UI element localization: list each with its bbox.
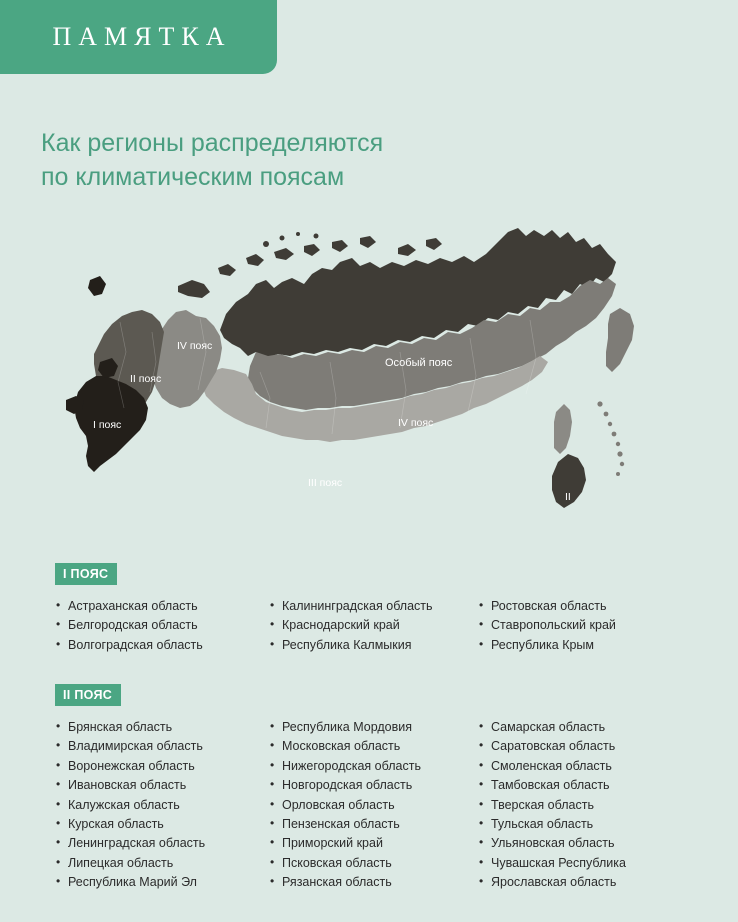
zone-2-column-3: Самарская область Саратовская область См… xyxy=(478,717,626,893)
list-item: Краснодарский край xyxy=(269,615,478,635)
list-item: Нижегородская область xyxy=(269,756,478,776)
zone-1-columns: Астраханская область Белгородская област… xyxy=(55,596,715,655)
map-region-zone2-neck xyxy=(98,358,118,378)
map-region-sakhalin xyxy=(554,404,572,454)
map-region-kamchatka xyxy=(606,308,634,372)
list-item: Псковская область xyxy=(269,853,478,873)
map-internal-borders xyxy=(117,317,537,435)
map-label-zone-3: III пояс xyxy=(308,477,342,489)
list-item: Новгородская область xyxy=(269,775,478,795)
list-item: Республика Марий Эл xyxy=(55,872,269,892)
zone-1-column-1: Астраханская область Белгородская област… xyxy=(55,596,269,655)
list-item: Воронежская область xyxy=(55,756,269,776)
list-item: Тверская область xyxy=(478,795,626,815)
zone-2-column-2: Республика Мордовия Московская область Н… xyxy=(269,717,478,893)
map-label-zone-2: II пояс xyxy=(130,373,161,385)
list-item: Чувашская Республика xyxy=(478,853,626,873)
list-item: Тамбовская область xyxy=(478,775,626,795)
list-item: Орловская область xyxy=(269,795,478,815)
map-region-zone1 xyxy=(74,376,148,472)
list-item: Белгородская область xyxy=(55,615,269,635)
list-item: Республика Калмыкия xyxy=(269,635,478,655)
list-item: Владимирская область xyxy=(55,736,269,756)
page-title-line-1: Как регионы распределяются xyxy=(41,129,384,157)
header-banner: ПАМЯТКА xyxy=(0,0,277,74)
list-item: Ставропольский край xyxy=(478,615,616,635)
list-item: Калининградская область xyxy=(269,596,478,616)
zone-1-column-3: Ростовская область Ставропольский край Р… xyxy=(478,596,616,655)
list-item: Тульская область xyxy=(478,814,626,834)
russia-climate-zones-map: I пояс II пояс IV пояс Особый пояс IV по… xyxy=(60,222,680,532)
list-item: Калужская область xyxy=(55,795,269,815)
list-item: Липецкая область xyxy=(55,853,269,873)
map-region-special xyxy=(220,228,616,358)
list-item: Смоленская область xyxy=(478,756,626,776)
list-item: Республика Мордовия xyxy=(269,717,478,737)
list-item: Ярославская область xyxy=(478,872,626,892)
map-region-zone3 xyxy=(202,356,548,442)
list-item: Астраханская область xyxy=(55,596,269,616)
zone-1-section: I ПОЯС Астраханская область Белгородская… xyxy=(55,563,715,655)
map-label-zone-4-west: IV пояс xyxy=(177,340,212,352)
map-arctic-islands xyxy=(178,232,442,298)
list-item: Ульяновская область xyxy=(478,833,626,853)
map-kuril-islands xyxy=(597,401,625,476)
map-zone-labels: I пояс II пояс IV пояс Особый пояс IV по… xyxy=(93,340,571,503)
list-item: Самарская область xyxy=(478,717,626,737)
list-item: Ленинградская область xyxy=(55,833,269,853)
list-item: Брянская область xyxy=(55,717,269,737)
map-region-kaliningrad xyxy=(88,276,106,296)
list-item: Курская область xyxy=(55,814,269,834)
list-item: Ростовская область xyxy=(478,596,616,616)
map-region-zone4-west xyxy=(150,310,222,408)
list-item: Рязанская область xyxy=(269,872,478,892)
zone-2-columns: Брянская область Владимирская область Во… xyxy=(55,717,715,893)
zone-2-badge: II ПОЯС xyxy=(55,684,122,706)
list-item: Ивановская область xyxy=(55,775,269,795)
zone-1-column-2: Калининградская область Краснодарский кр… xyxy=(269,596,478,655)
map-region-crimea xyxy=(66,396,84,414)
list-item: Республика Крым xyxy=(478,635,616,655)
zone-1-badge: I ПОЯС xyxy=(55,563,118,585)
map-landmass xyxy=(66,228,634,508)
banner-label: ПАМЯТКА xyxy=(52,22,232,51)
list-item: Саратовская область xyxy=(478,736,626,756)
list-item: Московская область xyxy=(269,736,478,756)
map-label-zone-special: Особый пояс xyxy=(385,357,453,369)
map-label-zone-2-primorye: II xyxy=(565,491,571,503)
page-title-line-2: по климатическим поясам xyxy=(41,163,345,191)
zone-2-section: II ПОЯС Брянская область Владимирская об… xyxy=(55,684,715,893)
zone-2-column-1: Брянская область Владимирская область Во… xyxy=(55,717,269,893)
list-item: Пензенская область xyxy=(269,814,478,834)
map-label-zone-1: I пояс xyxy=(93,419,121,431)
page-title: Как регионы распределяются по климатичес… xyxy=(41,126,701,194)
list-item: Приморский край xyxy=(269,833,478,853)
map-region-primorye xyxy=(552,454,586,508)
list-item: Волгоградская область xyxy=(55,635,269,655)
map-region-zone4-east xyxy=(248,278,616,410)
map-label-zone-4-east: IV пояс xyxy=(398,417,433,429)
